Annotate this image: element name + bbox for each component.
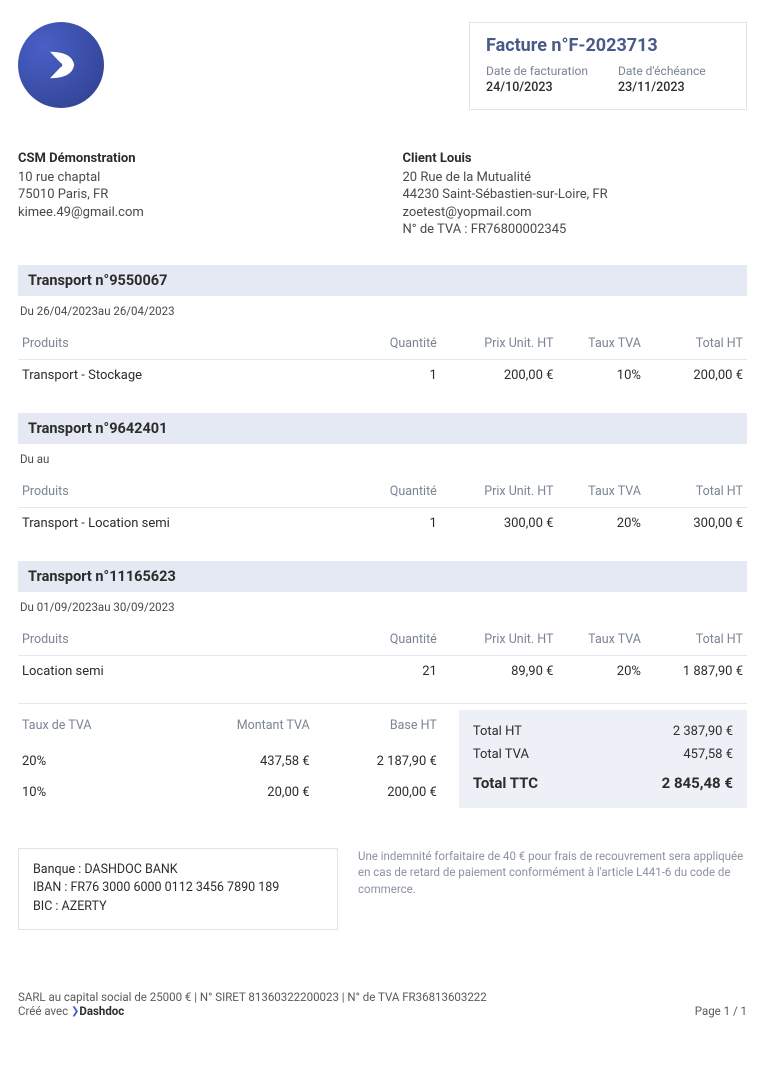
- col-taux-tva: Taux de TVA: [18, 710, 163, 746]
- page-number: Page 1 / 1: [695, 1004, 747, 1018]
- total-tva-value: 457,58 €: [683, 747, 733, 762]
- seller-street: 10 rue chaptal: [18, 169, 363, 187]
- col-total-ht: Total HT: [645, 330, 747, 360]
- seller-city: 75010 Paris, FR: [18, 186, 363, 204]
- section-title: Transport n°9642401: [18, 413, 747, 444]
- table-row: 10% 20,00 € 200,00 €: [18, 777, 441, 808]
- col-prix-unit: Prix Unit. HT: [441, 330, 558, 360]
- total-ht-value: 2 387,90 €: [673, 724, 733, 739]
- line-items-table: Produits Quantité Prix Unit. HT Taux TVA…: [18, 478, 747, 539]
- table-row: Transport - Location semi 1 300,00 € 20%…: [18, 507, 747, 539]
- created-with: Créé avec ❯Dashdoc: [18, 1004, 487, 1018]
- bank-name: Banque : DASHDOC BANK: [33, 861, 323, 880]
- buyer-block: Client Louis 20 Rue de la Mutualité 4423…: [403, 150, 748, 239]
- col-taux-tva: Taux TVA: [557, 330, 644, 360]
- table-row: Transport - Stockage 1 200,00 € 10% 200,…: [18, 359, 747, 391]
- col-quantite: Quantité: [368, 330, 441, 360]
- due-date-value: 23/11/2023: [618, 80, 706, 95]
- brand-name: Dashdoc: [79, 1004, 124, 1018]
- buyer-email: zoetest@yopmail.com: [403, 204, 748, 222]
- total-ttc-value: 2 845,48 €: [662, 774, 733, 792]
- buyer-name: Client Louis: [403, 150, 748, 168]
- section-title: Transport n°11165623: [18, 561, 747, 592]
- line-items-table: Produits Quantité Prix Unit. HT Taux TVA…: [18, 330, 747, 391]
- invoice-date-value: 24/10/2023: [486, 80, 588, 95]
- total-ht-label: Total HT: [473, 724, 522, 739]
- totals-box: Total HT 2 387,90 € Total TVA 457,58 € T…: [459, 710, 747, 808]
- total-ttc-label: Total TTC: [473, 774, 538, 792]
- invoice-title: Facture n°F-2023713: [486, 35, 730, 56]
- section-dates: Du au: [18, 444, 747, 478]
- col-base-ht: Base HT: [314, 710, 441, 746]
- tva-summary-table: Taux de TVA Montant TVA Base HT 20% 437,…: [18, 710, 441, 808]
- section-dates: Du 26/04/2023au 26/04/2023: [18, 296, 747, 330]
- section-dates: Du 01/09/2023au 30/09/2023: [18, 592, 747, 626]
- buyer-street: 20 Rue de la Mutualité: [403, 169, 748, 187]
- col-montant-tva: Montant TVA: [163, 710, 314, 746]
- total-tva-label: Total TVA: [473, 747, 529, 762]
- buyer-vat: N° de TVA : FR76800002345: [403, 221, 748, 239]
- table-row: 20% 437,58 € 2 187,90 €: [18, 745, 441, 776]
- invoice-date-label: Date de facturation: [486, 64, 588, 78]
- seller-block: CSM Démonstration 10 rue chaptal 75010 P…: [18, 150, 363, 239]
- late-payment-disclaimer: Une indemnité forfaitaire de 40 € pour f…: [358, 848, 747, 898]
- due-date-label: Date d'échéance: [618, 64, 706, 78]
- bank-info-box: Banque : DASHDOC BANK IBAN : FR76 3000 6…: [18, 848, 338, 930]
- line-items-table: Produits Quantité Prix Unit. HT Taux TVA…: [18, 626, 747, 687]
- legal-footer: SARL au capital social de 25000 € | N° S…: [18, 990, 487, 1004]
- seller-name: CSM Démonstration: [18, 150, 363, 168]
- bank-bic: BIC : AZERTY: [33, 898, 323, 917]
- table-row: Location semi 21 89,90 € 20% 1 887,90 €: [18, 655, 747, 687]
- seller-email: kimee.49@gmail.com: [18, 204, 363, 222]
- invoice-header-box: Facture n°F-2023713 Date de facturation …: [469, 22, 747, 110]
- buyer-city: 44230 Saint-Sébastien-sur-Loire, FR: [403, 186, 748, 204]
- col-produits: Produits: [18, 330, 368, 360]
- bank-iban: IBAN : FR76 3000 6000 0112 3456 7890 189: [33, 879, 323, 898]
- section-title: Transport n°9550067: [18, 265, 747, 296]
- brand-logo: [18, 22, 104, 108]
